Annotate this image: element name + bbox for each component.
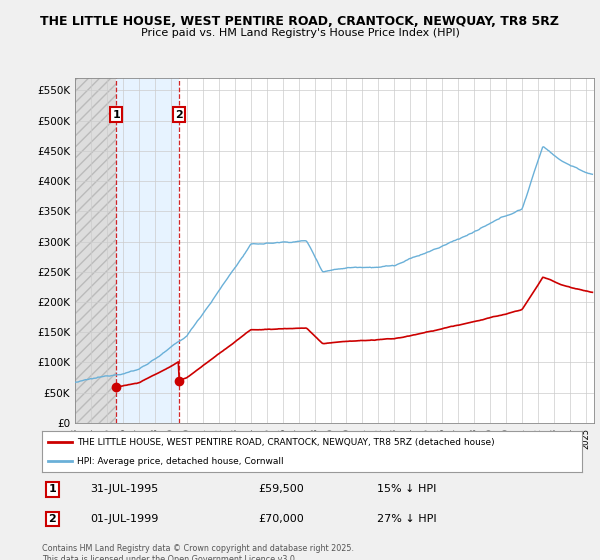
Text: THE LITTLE HOUSE, WEST PENTIRE ROAD, CRANTOCK, NEWQUAY, TR8 5RZ: THE LITTLE HOUSE, WEST PENTIRE ROAD, CRA… [41, 15, 560, 27]
Text: 2: 2 [175, 110, 182, 120]
Text: THE LITTLE HOUSE, WEST PENTIRE ROAD, CRANTOCK, NEWQUAY, TR8 5RZ (detached house): THE LITTLE HOUSE, WEST PENTIRE ROAD, CRA… [77, 437, 495, 446]
Text: Contains HM Land Registry data © Crown copyright and database right 2025.
This d: Contains HM Land Registry data © Crown c… [42, 544, 354, 560]
Bar [75, 78, 116, 423]
Text: HPI: Average price, detached house, Cornwall: HPI: Average price, detached house, Corn… [77, 457, 284, 466]
Text: 15% ↓ HPI: 15% ↓ HPI [377, 484, 436, 494]
Text: 01-JUL-1999: 01-JUL-1999 [91, 514, 159, 524]
Text: Price paid vs. HM Land Registry's House Price Index (HPI): Price paid vs. HM Land Registry's House … [140, 28, 460, 38]
Text: 27% ↓ HPI: 27% ↓ HPI [377, 514, 436, 524]
Text: 1: 1 [112, 110, 120, 120]
Text: £59,500: £59,500 [258, 484, 304, 494]
Text: 31-JUL-1995: 31-JUL-1995 [91, 484, 159, 494]
Bar [116, 78, 179, 423]
Text: £70,000: £70,000 [258, 514, 304, 524]
Text: 2: 2 [49, 514, 56, 524]
Text: 1: 1 [49, 484, 56, 494]
